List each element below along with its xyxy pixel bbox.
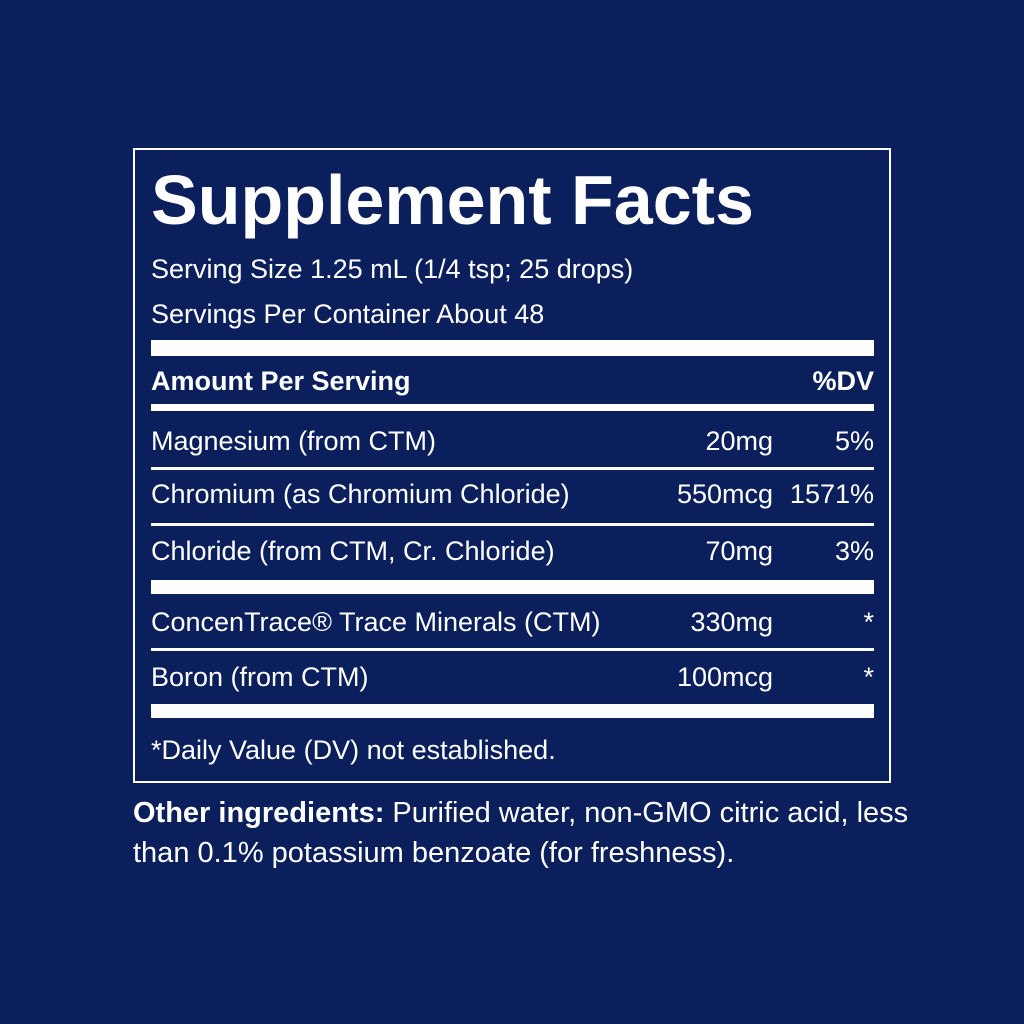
rule	[151, 523, 874, 526]
title: Supplement Facts	[151, 161, 754, 239]
other-label: Other ingredients:	[133, 797, 385, 829]
header-dv: %DV	[812, 366, 874, 396]
other-ingredients: Other ingredients: Purified water, non-G…	[133, 793, 913, 873]
footnote: *Daily Value (DV) not established.	[151, 735, 556, 765]
serving-size: Serving Size 1.25 mL (1/4 tsp; 25 drops)	[151, 254, 634, 284]
header-amount: Amount Per Serving	[151, 366, 411, 396]
rule	[151, 580, 874, 594]
nutrient-name: ConcenTrace® Trace Minerals (CTM)	[151, 607, 601, 637]
rule	[151, 467, 874, 470]
nutrient-name: Chromium (as Chromium Chloride)	[151, 479, 570, 509]
nutrient-dv: *	[863, 607, 874, 637]
rule	[151, 648, 874, 651]
nutrient-amount: 20mg	[705, 426, 773, 456]
rule	[151, 704, 874, 718]
servings-per-container: Servings Per Container About 48	[151, 299, 545, 329]
other-text: Purified water, non-GMO citric acid, les…	[133, 797, 909, 869]
nutrient-amount: 70mg	[705, 536, 773, 566]
thick-rule	[151, 340, 874, 356]
nutrient-dv: 1571%	[789, 479, 874, 509]
nutrient-amount: 550mcg	[676, 479, 773, 509]
rule	[151, 404, 874, 411]
nutrient-name: Chloride (from CTM, Cr. Chloride)	[151, 536, 555, 566]
label-border	[133, 148, 891, 783]
nutrient-name: Magnesium (from CTM)	[151, 426, 437, 456]
nutrient-name: Boron (from CTM)	[151, 662, 369, 692]
nutrient-amount: 100mcg	[676, 662, 773, 692]
nutrient-dv: *	[863, 662, 874, 692]
nutrient-dv: 5%	[834, 426, 874, 456]
nutrient-dv: 3%	[834, 536, 874, 566]
nutrient-amount: 330mg	[690, 607, 773, 637]
